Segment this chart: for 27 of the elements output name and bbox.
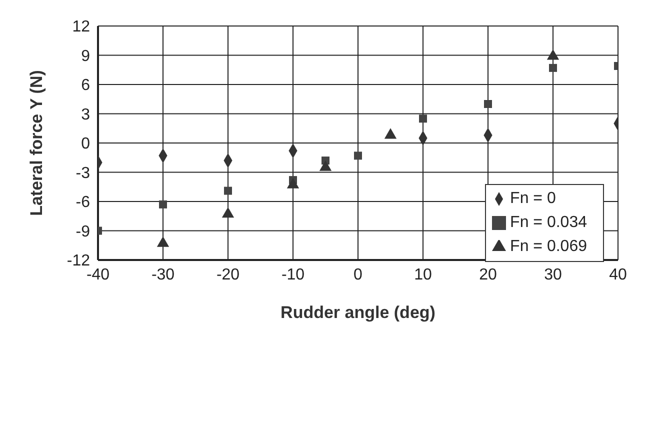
legend-label: Fn = 0.069: [510, 238, 587, 255]
y-axis-title: Lateral force Y (N): [27, 70, 46, 216]
point: [419, 114, 427, 123]
legend-label: Fn = 0.034: [510, 214, 587, 231]
y-tick-label: -3: [76, 164, 90, 182]
y-tick-label: 0: [81, 136, 90, 153]
x-tick-label: 30: [544, 266, 562, 284]
y-tick-label: 9: [81, 48, 90, 65]
x-tick-label: -10: [281, 266, 305, 284]
y-tick-label: -6: [76, 194, 90, 212]
point: [549, 64, 557, 72]
x-tick-label: 0: [354, 266, 363, 284]
y-tick-label: -9: [76, 223, 90, 240]
y-tick-label: 6: [81, 77, 90, 94]
point: [159, 200, 167, 208]
y-tick-label: 12: [72, 18, 90, 36]
x-tick-label: -20: [216, 266, 240, 284]
point: [354, 152, 362, 160]
point: [484, 100, 492, 108]
x-axis-title: Rudder angle (deg): [280, 303, 436, 322]
x-tick-label: 10: [414, 266, 432, 284]
point: [224, 186, 232, 195]
x-tick-label: 40: [609, 266, 627, 284]
legend-label: Fn = 0: [510, 190, 556, 207]
x-tick-label: -30: [151, 266, 175, 284]
y-tick-label: 3: [81, 106, 90, 124]
x-tick-label: 20: [479, 266, 497, 284]
